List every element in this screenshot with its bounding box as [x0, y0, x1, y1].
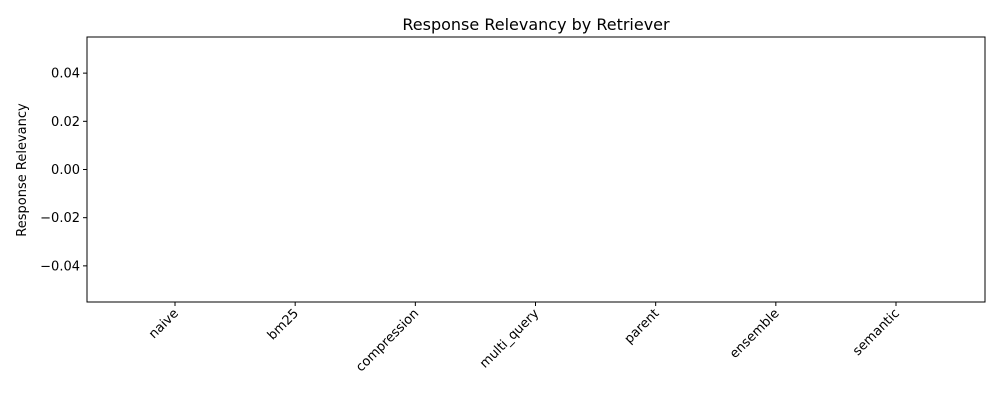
- x-tick-label: naive: [146, 306, 182, 342]
- x-axis-ticks: naive bm25 compression multi_query parent ens…: [146, 302, 903, 375]
- y-tick-label: 0.04: [51, 67, 80, 82]
- x-tick-label: parent: [622, 306, 663, 347]
- x-tick-label: compression: [353, 306, 422, 375]
- plot-frame: [86, 36, 986, 303]
- y-axis-ticks: −0.04 −0.02 0.00 0.02 0.04: [40, 67, 87, 274]
- y-tick-label: −0.02: [40, 211, 80, 226]
- y-tick-label: 0.02: [51, 115, 80, 130]
- x-tick-label: bm25: [265, 306, 302, 343]
- y-tick-label: 0.00: [51, 163, 80, 178]
- x-tick-label: ensemble: [727, 306, 783, 362]
- x-tick-label: semantic: [850, 306, 903, 359]
- y-tick-label: −0.04: [40, 259, 80, 274]
- chart-title: Response Relevancy by Retriever: [402, 15, 670, 34]
- x-tick-label: multi_query: [477, 306, 542, 371]
- y-axis-label: Response Relevancy: [15, 103, 30, 237]
